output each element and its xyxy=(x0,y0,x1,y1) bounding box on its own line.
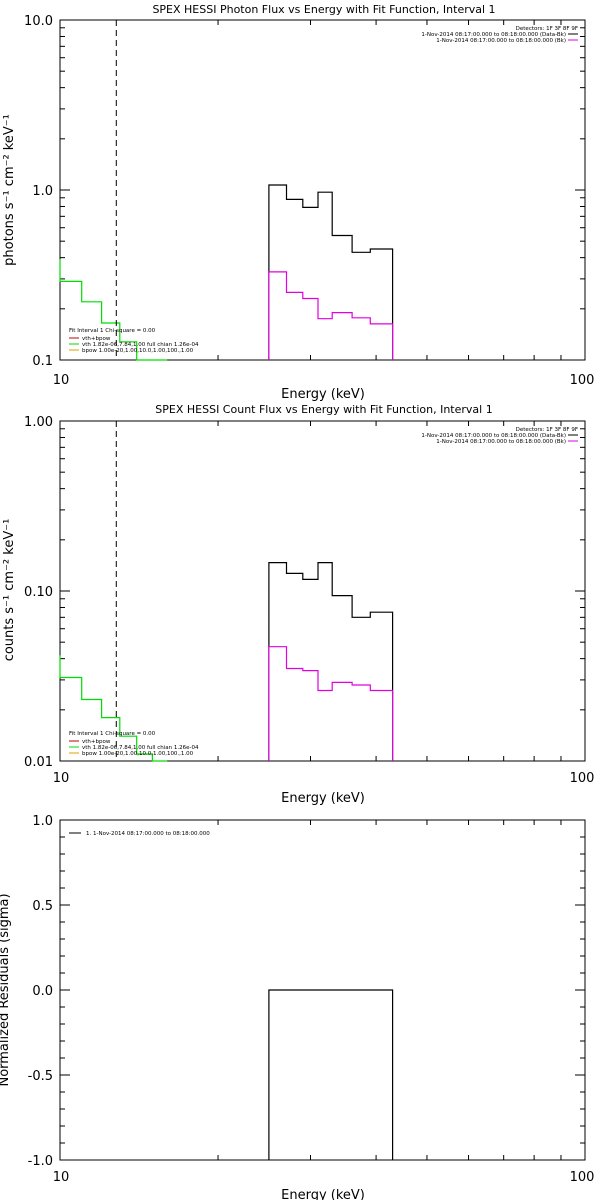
photon-ytick-1-0: 1.0 xyxy=(32,184,53,199)
count-fit-total-text: vth+bpow xyxy=(82,739,111,745)
residuals-legend: 1. 1-Nov-2014 08:17:00.000 to 08:18:00.0… xyxy=(69,831,210,837)
photon-legend-bk: 1-Nov-2014 08:17:00.000 to 08:18:00.000 … xyxy=(436,38,566,44)
residuals-axis-ticks xyxy=(59,819,586,1161)
photon-series-data-minus-bk xyxy=(268,184,394,360)
count-x-axis-label: Energy (keV) xyxy=(281,791,365,806)
count-fit-bpow-text: bpow 1.00e-20,1.00,10.0,1.00,100.,1.00 xyxy=(82,751,194,757)
photon-ytick-10-0: 10.0 xyxy=(24,14,53,29)
photon-fit-bpow-text: bpow 1.00e-20,1.00,10.0,1.00,100.,1.00 xyxy=(82,348,194,354)
count-legend-bk: 1-Nov-2014 08:17:00.000 to 08:18:00.000 … xyxy=(436,439,566,445)
photon-top-legend: Detectors: 1F 3F 8F 9F 1-Nov-2014 08:17:… xyxy=(421,26,578,44)
photon-ytick-0-1: 0.1 xyxy=(32,354,53,369)
count-ytick-0-01: 0.01 xyxy=(24,755,53,770)
count-series-bk xyxy=(268,646,394,761)
photon-x-axis-label: Energy (keV) xyxy=(281,387,365,402)
count-series-vth xyxy=(59,655,168,762)
photon-series-layer xyxy=(59,184,394,361)
count-fit-legend: Fit Interval 1 Chi-square = 0.00 vth+bpo… xyxy=(69,731,199,757)
count-fit-vth-text: vth 1.82e-06,7.84,1.00 full chian 1.26e-… xyxy=(82,745,199,751)
residuals-ytick-0-0: 0.0 xyxy=(32,984,53,999)
residuals-xtick-100: 100 xyxy=(570,1170,595,1185)
photon-series-vth xyxy=(59,259,168,361)
residuals-series-layer xyxy=(268,989,394,1160)
count-series-data-minus-bk xyxy=(268,562,394,761)
residuals-y-axis-label: Normalized Residuals (sigma) xyxy=(0,893,12,1086)
count-y-axis-label: counts s⁻¹ cm⁻² keV⁻¹ xyxy=(2,519,17,662)
count-legend-detectors: Detectors: 1F 3F 8F 9F xyxy=(516,427,578,433)
photon-series-bk xyxy=(268,271,394,360)
residuals-ytick-neg-1-0: -1.0 xyxy=(28,1154,53,1169)
count-series-layer xyxy=(59,562,394,762)
count-legend-data-bk: 1-Nov-2014 08:17:00.000 to 08:18:00.000 … xyxy=(421,433,566,439)
photon-fit-legend: Fit Interval 1 Chi-square = 0.00 vth+bpo… xyxy=(69,328,199,354)
photon-xtick-10: 10 xyxy=(53,373,70,388)
residuals-xtick-10: 10 xyxy=(53,1170,70,1185)
photon-plot-frame xyxy=(59,19,586,361)
count-flux-panel: SPEX HESSI Count Flux vs Energy with Fit… xyxy=(2,403,594,806)
residuals-x-axis-label: Energy (keV) xyxy=(281,1188,365,1200)
photon-legend-data-bk: 1-Nov-2014 08:17:00.000 to 08:18:00.000 … xyxy=(421,32,566,38)
count-plot-frame xyxy=(59,420,586,762)
photon-fit-total-text: vth+bpow xyxy=(82,336,111,342)
residuals-ytick-neg-0-5: -0.5 xyxy=(28,1069,53,1084)
residuals-panel: 10 100 -1.0 -0.5 0.0 0.5 1.0 Energy (keV… xyxy=(0,814,594,1200)
photon-xtick-100: 100 xyxy=(570,373,595,388)
photon-flux-panel: SPEX HESSI Photon Flux vs Energy with Fi… xyxy=(2,3,594,402)
photon-panel-title: SPEX HESSI Photon Flux vs Energy with Fi… xyxy=(152,3,495,16)
residuals-ytick-0-5: 0.5 xyxy=(32,899,53,914)
count-fit-interval-text: Fit Interval 1 Chi-square = 0.00 xyxy=(69,731,156,737)
photon-fit-interval-text: Fit Interval 1 Chi-square = 0.00 xyxy=(69,328,156,334)
photon-legend-detectors: Detectors: 1F 3F 8F 9F xyxy=(516,26,578,32)
residuals-series-data-minus-bk xyxy=(268,989,394,1160)
photon-axis-ticks xyxy=(59,19,586,361)
count-xtick-100: 100 xyxy=(570,771,595,786)
photon-fit-vth-text: vth 1.82e-06,7.84,1.00 full chian 1.26e-… xyxy=(82,342,199,348)
count-ytick-0-10: 0.10 xyxy=(24,585,53,600)
residuals-ytick-1-0: 1.0 xyxy=(32,814,53,829)
count-ytick-1-00: 1.00 xyxy=(24,415,53,430)
count-panel-title: SPEX HESSI Count Flux vs Energy with Fit… xyxy=(155,403,492,416)
count-axis-ticks xyxy=(59,420,586,762)
count-xtick-10: 10 xyxy=(53,771,70,786)
photon-y-axis-label: photons s⁻¹ cm⁻² keV⁻¹ xyxy=(2,114,17,266)
count-top-legend: Detectors: 1F 3F 8F 9F 1-Nov-2014 08:17:… xyxy=(421,427,578,445)
residuals-legend-text: 1. 1-Nov-2014 08:17:00.000 to 08:18:00.0… xyxy=(86,831,210,837)
